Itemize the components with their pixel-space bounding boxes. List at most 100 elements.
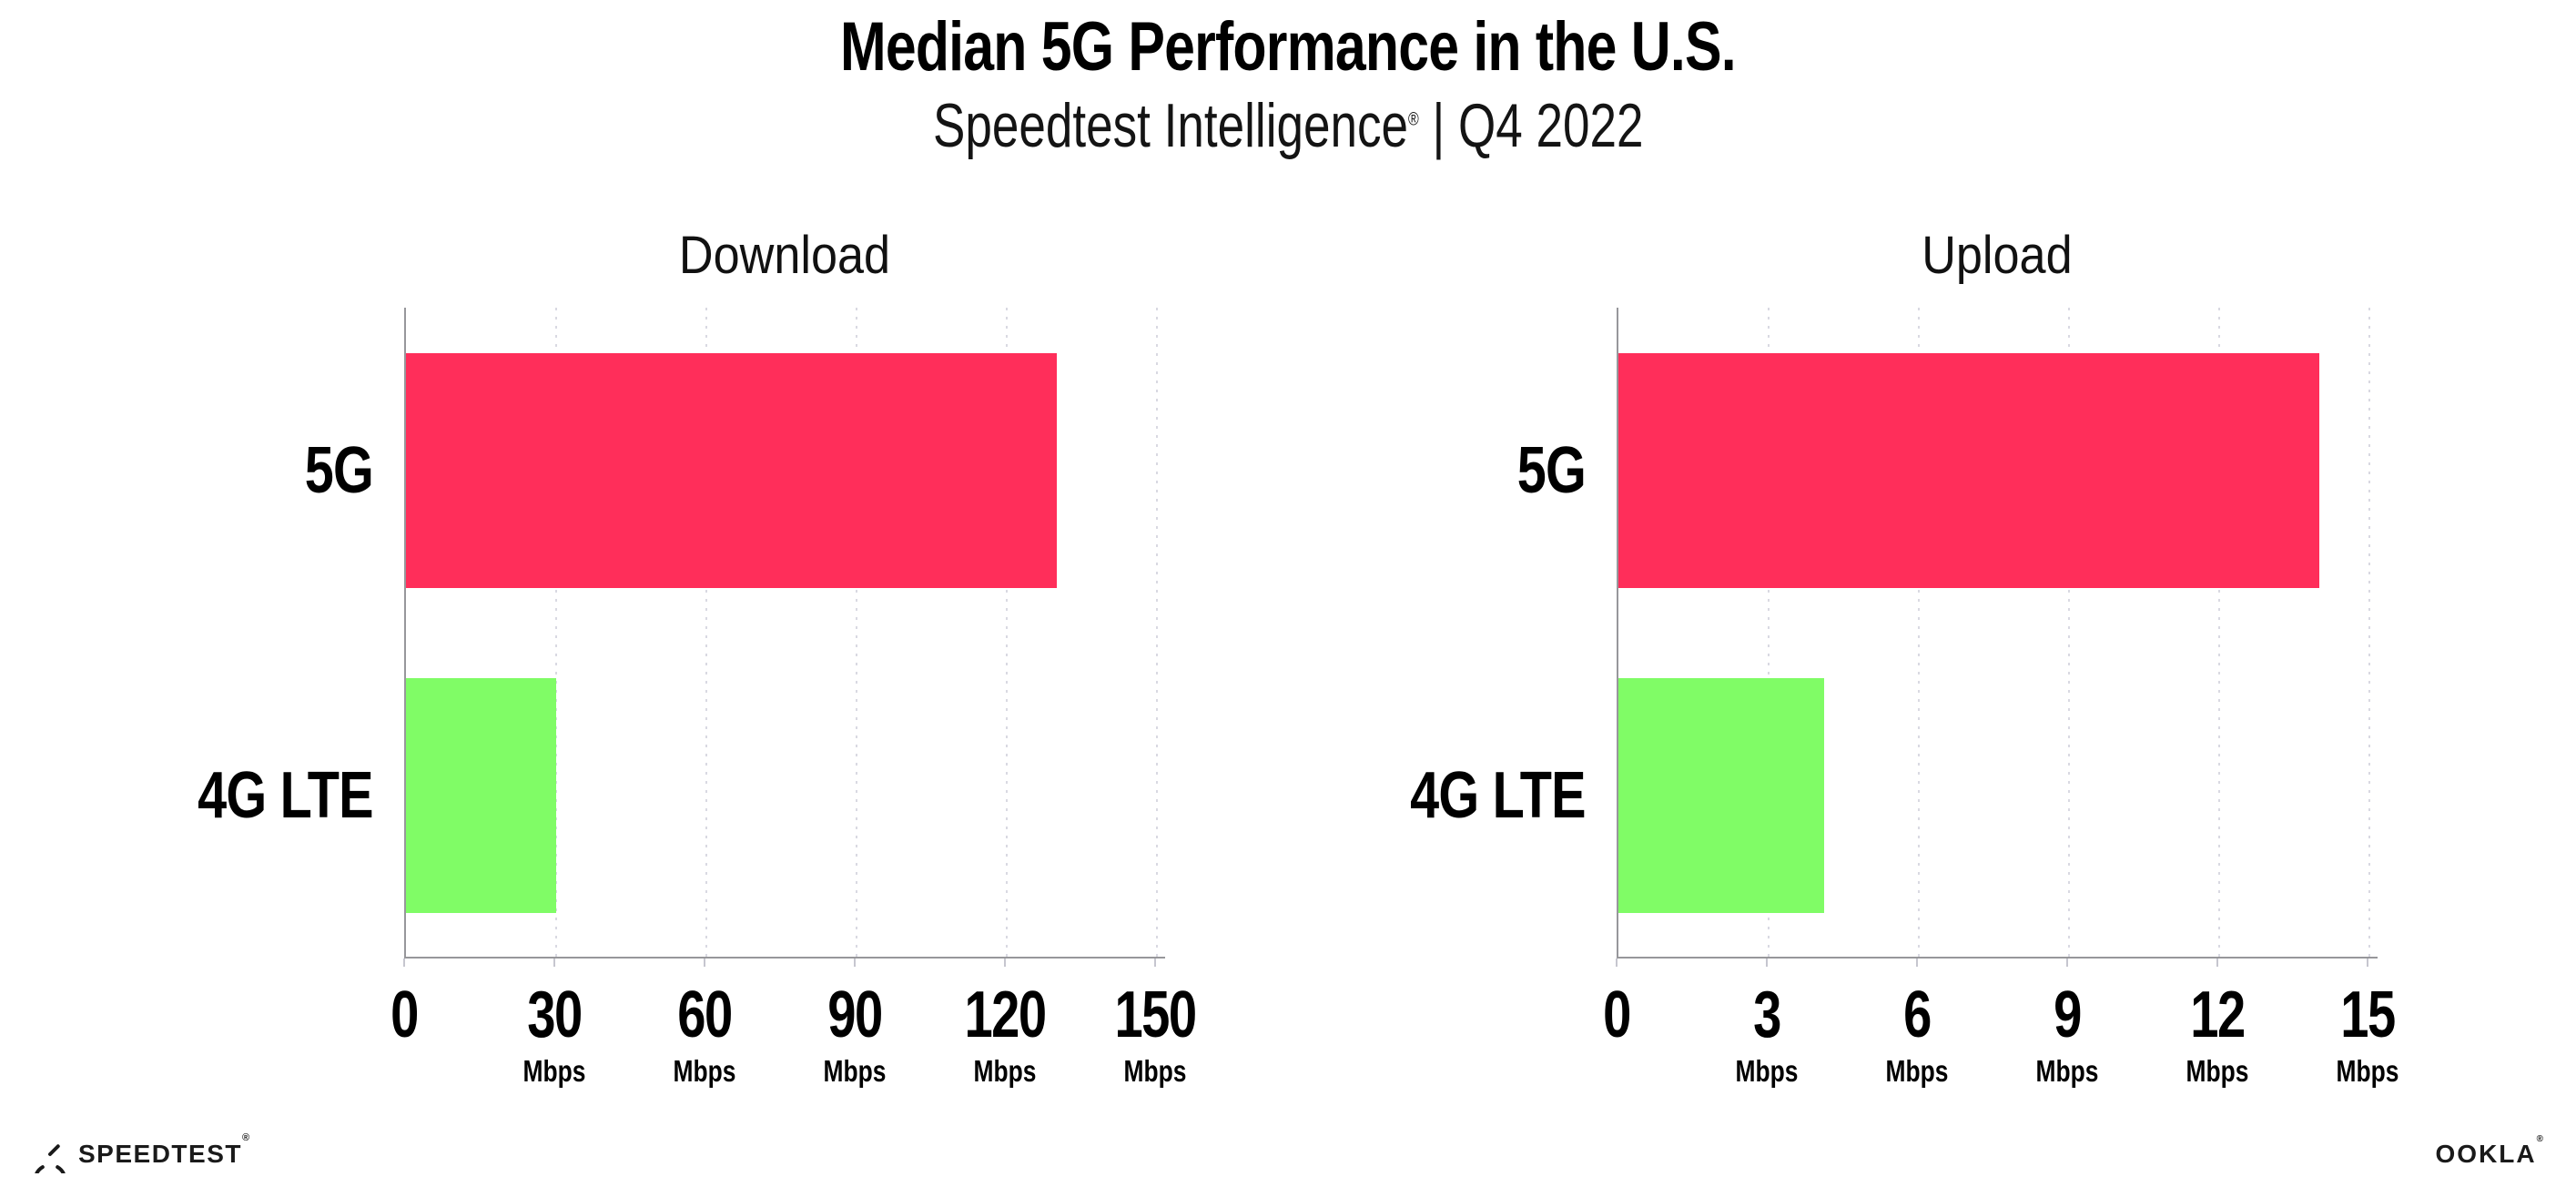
tick-unit: Mbps <box>2028 1056 2106 1086</box>
tick-unit: Mbps <box>816 1056 894 1086</box>
axis-tick-mark <box>553 959 555 967</box>
category-label-4g-lte: 4G LTE <box>0 763 373 828</box>
gridline <box>856 308 857 957</box>
tick-unit: Mbps <box>665 1056 744 1086</box>
x-tick-label: 150 Mbps <box>1103 982 1207 1086</box>
tick-number-text: 9 <box>2054 979 2082 1051</box>
bar-4g-lte <box>1618 678 1824 914</box>
tick-unit: Mbps <box>1878 1056 1956 1086</box>
axis-tick-mark <box>704 959 705 967</box>
tick-number-text: 6 <box>1903 979 1932 1051</box>
gridline <box>1156 308 1158 957</box>
tick-number-text: 12 <box>2190 979 2246 1051</box>
plot-area <box>404 308 1165 959</box>
subtitle-separator: | <box>1418 91 1458 160</box>
tick-unit-text: Mbps <box>2186 1054 2249 1088</box>
plot-area <box>1617 308 2378 959</box>
axis-tick-mark <box>403 959 405 967</box>
x-tick-label: 0 <box>1599 982 1634 1048</box>
chart-title-upload: Upload <box>1617 229 2378 284</box>
page-subtitle-text: Speedtest Intelligence® | Q4 2022 <box>933 95 1643 157</box>
tick-unit-text: Mbps <box>823 1054 887 1088</box>
chart-title-text: Upload <box>1922 226 2073 285</box>
tick-unit-text: Mbps <box>2035 1054 2099 1088</box>
chart-title-text: Download <box>678 226 891 285</box>
gridline <box>555 308 557 957</box>
tick-number: 120 <box>953 982 1057 1048</box>
tick-unit: Mbps <box>1728 1056 1806 1086</box>
bar-5g <box>1618 352 2319 588</box>
tick-unit-text: Mbps <box>673 1054 736 1088</box>
chart-title-download: Download <box>404 229 1165 284</box>
axis-tick-mark <box>2216 959 2218 967</box>
axis-tick-mark <box>1916 959 1918 967</box>
category-label-text: 5G <box>1516 433 1587 507</box>
category-label-5g: 5G <box>0 433 1587 507</box>
registered-mark-icon: ® <box>1407 109 1419 130</box>
speedtest-wordmark: SPEEDTEST® <box>78 1132 251 1168</box>
tick-unit: Mbps <box>2328 1056 2407 1086</box>
tick-unit-text: Mbps <box>1735 1054 1799 1088</box>
tick-number: 9 <box>2028 982 2106 1048</box>
tick-number-text: 0 <box>390 979 419 1051</box>
axis-tick-mark <box>1004 959 1006 967</box>
category-label-5g: 5G <box>0 433 374 507</box>
category-label-text: 4G LTE <box>198 759 373 833</box>
subtitle-brand: Speedtest Intelligence <box>932 91 1408 160</box>
x-tick-label: 90 Mbps <box>816 982 894 1086</box>
page-subtitle: Speedtest Intelligence® | Q4 2022 <box>0 95 2576 157</box>
bar-5g <box>406 352 1057 588</box>
bar-4g-lte <box>406 678 556 914</box>
tick-number: 6 <box>1878 982 1956 1048</box>
gridline <box>705 308 707 957</box>
tick-number: 150 <box>1103 982 1207 1048</box>
tick-unit-text: Mbps <box>1885 1054 1949 1088</box>
tick-unit: Mbps <box>953 1056 1057 1086</box>
gridline <box>2068 308 2070 957</box>
subtitle-period: Q4 2022 <box>1457 91 1644 160</box>
tick-unit-text: Mbps <box>973 1054 1037 1088</box>
page-title: Median 5G Performance in the U.S. <box>0 13 2576 82</box>
gridline <box>1918 308 1920 957</box>
speedometer-gauge-icon <box>35 1144 66 1173</box>
axis-tick-mark <box>1154 959 1156 967</box>
axis-tick-mark <box>1616 959 1618 967</box>
tick-number: 15 <box>2328 982 2407 1048</box>
tick-number-text: 150 <box>1114 979 1197 1051</box>
gridline <box>2218 308 2220 957</box>
registered-mark-icon: ® <box>2536 1134 2545 1144</box>
axis-tick-mark <box>854 959 856 967</box>
tick-number: 30 <box>515 982 593 1048</box>
axis-tick-mark <box>2367 959 2368 967</box>
tick-number: 12 <box>2178 982 2257 1048</box>
tick-number: 3 <box>1728 982 1806 1048</box>
tick-number: 60 <box>665 982 744 1048</box>
tick-unit: Mbps <box>515 1056 593 1086</box>
x-tick-label: 0 <box>387 982 421 1048</box>
tick-number-text: 3 <box>1753 979 1781 1051</box>
tick-number-text: 15 <box>2340 979 2396 1051</box>
tick-number: 0 <box>387 982 421 1048</box>
category-label-text: 5G <box>304 433 374 507</box>
page-title-text: Median 5G Performance in the U.S. <box>840 8 1737 86</box>
gridline <box>1006 308 1008 957</box>
axis-tick-mark <box>1766 959 1768 967</box>
gridline <box>1768 308 1770 957</box>
x-tick-label: 12 Mbps <box>2178 982 2257 1086</box>
registered-mark-icon: ® <box>241 1132 251 1143</box>
category-label-text: 4G LTE <box>1410 759 1586 833</box>
tick-number-text: 60 <box>677 979 733 1051</box>
speedtest-logo: SPEEDTEST® <box>31 1132 251 1174</box>
ookla-wordmark: OOKLA <box>2435 1140 2537 1168</box>
x-tick-label: 60 Mbps <box>665 982 744 1086</box>
tick-unit-text: Mbps <box>522 1054 586 1088</box>
category-label-4g-lte: 4G LTE <box>0 763 1586 828</box>
x-tick-label: 9 Mbps <box>2028 982 2106 1086</box>
tick-number: 0 <box>1599 982 1634 1048</box>
ookla-logo: OOKLA® <box>2435 1134 2545 1169</box>
axis-tick-mark <box>2066 959 2068 967</box>
x-tick-label: 15 Mbps <box>2328 982 2407 1086</box>
tick-number-text: 30 <box>527 979 583 1051</box>
x-tick-label: 120 Mbps <box>953 982 1057 1086</box>
